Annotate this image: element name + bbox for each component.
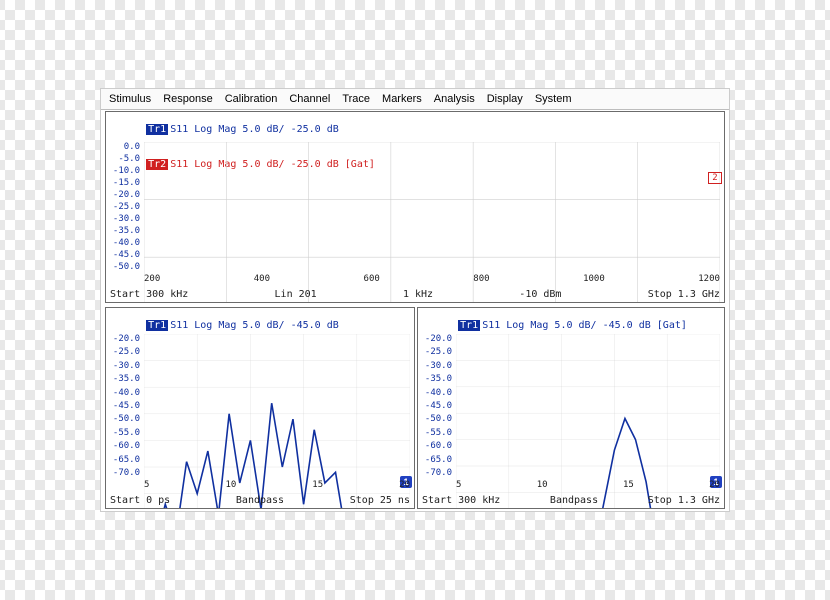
ytick-label: -35.0 <box>418 374 452 384</box>
ytick-label: -30.0 <box>418 361 452 371</box>
xtick-label: 400 <box>254 274 270 284</box>
ytick-label: -55.0 <box>418 428 452 438</box>
top-xaxis: 200 400 600 800 1000 1200 <box>144 274 720 284</box>
menu-channel[interactable]: Channel <box>289 93 330 105</box>
xtick-label: 15 <box>312 480 323 490</box>
bl-start: Start 0 ps <box>110 495 170 506</box>
xtick-label: 5 <box>456 480 461 490</box>
top-status: Start 300 kHz Lin 201 1 kHz -10 dBm Stop… <box>110 289 720 300</box>
ytick-label: -25.0 <box>106 202 140 212</box>
bottom-left-panel: Tr1S11 Log Mag 5.0 dB/ -45.0 dB -20.0 -25… <box>105 307 415 509</box>
bl-trace-tag: Tr1 <box>146 320 168 331</box>
bl-trace-text: S11 Log Mag 5.0 dB/ -45.0 dB <box>170 320 339 331</box>
br-center: Bandpass <box>550 495 598 506</box>
top-panel: Tr1S11 Log Mag 5.0 dB/ -25.0 dB Tr2S11 L… <box>105 111 725 303</box>
xtick-label: 15 <box>623 480 634 490</box>
ytick-label: -50.0 <box>106 262 140 272</box>
ytick-label: -25.0 <box>418 347 452 357</box>
br-stop: Stop 1.3 GHz <box>648 495 720 506</box>
ytick-label: -50.0 <box>418 414 452 424</box>
trace1-text: S11 Log Mag 5.0 dB/ -25.0 dB <box>170 124 339 135</box>
ytick-label: -10.0 <box>106 166 140 176</box>
xtick-label: 10 <box>225 480 236 490</box>
ytick-label: -40.0 <box>106 388 140 398</box>
ytick-label: -20.0 <box>106 334 140 344</box>
br-status: Start 300 kHz Bandpass Stop 1.3 GHz <box>422 495 720 506</box>
ytick-label: -20.0 <box>418 334 452 344</box>
ytick-label: -50.0 <box>106 414 140 424</box>
xtick-label: 20 <box>709 480 720 490</box>
ytick-label: -60.0 <box>106 441 140 451</box>
bl-xaxis: 5 10 15 20 <box>144 480 410 490</box>
ytick-label: -40.0 <box>106 238 140 248</box>
trace1-tag: Tr1 <box>146 124 168 135</box>
marker-icon[interactable]: 2 <box>708 172 722 184</box>
ytick-label: -20.0 <box>106 190 140 200</box>
analyzer-window: Stimulus Response Calibration Channel Tr… <box>100 88 730 512</box>
xtick-label: 5 <box>144 480 149 490</box>
ytick-label: -30.0 <box>106 361 140 371</box>
bl-status: Start 0 ps Bandpass Stop 25 ns <box>110 495 410 506</box>
menubar: Stimulus Response Calibration Channel Tr… <box>101 89 729 110</box>
top-span: 1 kHz <box>403 289 433 300</box>
xtick-label: 600 <box>364 274 380 284</box>
br-trace-tag: Tr1 <box>458 320 480 331</box>
ytick-label: -15.0 <box>106 178 140 188</box>
xtick-label: 1000 <box>583 274 605 284</box>
ytick-label: -55.0 <box>106 428 140 438</box>
xtick-label: 10 <box>537 480 548 490</box>
xtick-label: 20 <box>399 480 410 490</box>
br-trace-text: S11 Log Mag 5.0 dB/ -45.0 dB [Gat] <box>482 320 687 331</box>
top-power: -10 dBm <box>519 289 561 300</box>
ytick-label: -25.0 <box>106 347 140 357</box>
ytick-label: -65.0 <box>418 455 452 465</box>
menu-trace[interactable]: Trace <box>342 93 370 105</box>
menu-analysis[interactable]: Analysis <box>434 93 475 105</box>
top-yaxis: 0.0 -5.0 -10.0 -15.0 -20.0 -25.0 -30.0 -35.0 -40… <box>106 142 142 272</box>
menu-display[interactable]: Display <box>487 93 523 105</box>
br-start: Start 300 kHz <box>422 495 500 506</box>
ytick-label: -45.0 <box>106 401 140 411</box>
ytick-label: -65.0 <box>106 455 140 465</box>
ytick-label: -45.0 <box>418 401 452 411</box>
bl-yaxis: -20.0 -25.0 -30.0 -35.0 -40.0 -45.0 -50.0 -55.0… <box>106 334 142 478</box>
menu-stimulus[interactable]: Stimulus <box>109 93 151 105</box>
menu-markers[interactable]: Markers <box>382 93 422 105</box>
ytick-label: -30.0 <box>106 214 140 224</box>
bl-center: Bandpass <box>236 495 284 506</box>
ytick-label: 0.0 <box>106 142 140 152</box>
menu-response[interactable]: Response <box>163 93 213 105</box>
menu-system[interactable]: System <box>535 93 572 105</box>
ytick-label: -35.0 <box>106 374 140 384</box>
br-xaxis: 5 10 15 20 <box>456 480 720 490</box>
xtick-label: 200 <box>144 274 160 284</box>
ytick-label: -60.0 <box>418 441 452 451</box>
ytick-label: -40.0 <box>418 388 452 398</box>
top-stop: Stop 1.3 GHz <box>648 289 720 300</box>
menu-calibration[interactable]: Calibration <box>225 93 278 105</box>
bl-stop: Stop 25 ns <box>350 495 410 506</box>
xtick-label: 1200 <box>698 274 720 284</box>
ytick-label: -35.0 <box>106 226 140 236</box>
ytick-label: -45.0 <box>106 250 140 260</box>
top-center: Lin 201 <box>275 289 317 300</box>
ytick-label: -5.0 <box>106 154 140 164</box>
bottom-right-panel: Tr1S11 Log Mag 5.0 dB/ -45.0 dB [Gat] -2… <box>417 307 725 509</box>
ytick-label: -70.0 <box>418 468 452 478</box>
xtick-label: 800 <box>473 274 489 284</box>
ytick-label: -70.0 <box>106 468 140 478</box>
top-start: Start 300 kHz <box>110 289 188 300</box>
br-yaxis: -20.0 -25.0 -30.0 -35.0 -40.0 -45.0 -50.0 -55.0… <box>418 334 454 478</box>
